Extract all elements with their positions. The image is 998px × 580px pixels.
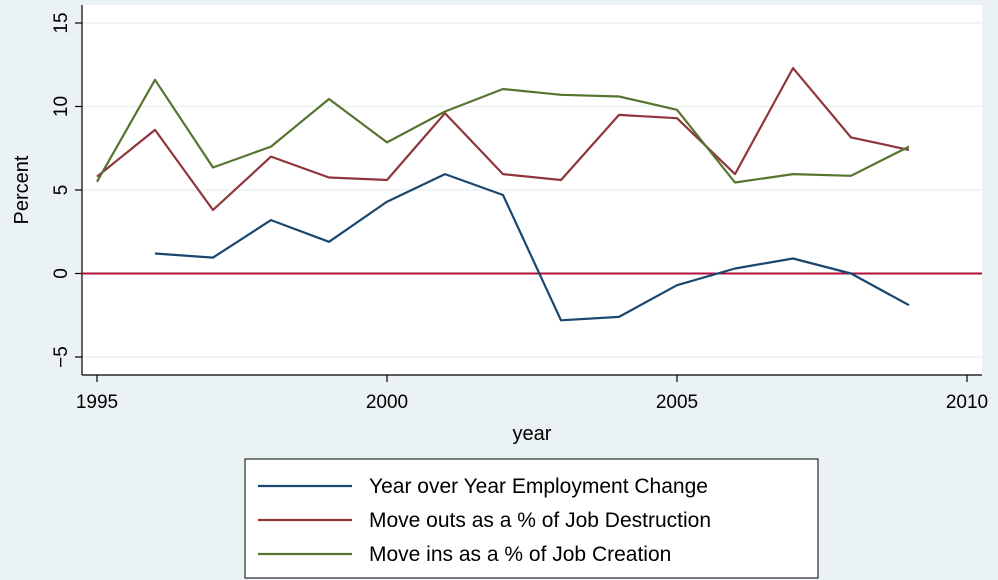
- series-line-2: [96, 67, 910, 212]
- y-tick-label: 10: [51, 96, 72, 117]
- y-tick-label: 5: [51, 185, 72, 196]
- x-tick-label: 1995: [76, 392, 118, 413]
- x-tick-label: 2000: [366, 392, 408, 413]
- legend-box: [244, 458, 819, 579]
- y-axis-title: Percent: [11, 155, 33, 224]
- legend-label: Move ins as a % of Job Creation: [369, 543, 671, 566]
- legend: Year over Year Employment Change Move out…: [244, 458, 819, 579]
- y-tick-label: 15: [51, 12, 72, 33]
- series-lines: [82, 67, 982, 322]
- series-line-1: [154, 173, 910, 322]
- x-axis-title: year: [513, 423, 552, 445]
- legend-label: Year over Year Employment Change: [369, 475, 708, 498]
- y-tick-label: −5: [51, 346, 72, 368]
- gridlines: [82, 22, 982, 358]
- x-tick-label: 2005: [656, 392, 698, 413]
- legend-label: Move outs as a % of Job Destruction: [369, 509, 711, 532]
- y-tick-label: 0: [51, 268, 72, 279]
- series-line-3: [96, 78, 910, 184]
- x-tick-label: 2010: [946, 392, 988, 413]
- axes: −5 0 5 10 15 1995 2000 2005 2010: [51, 5, 988, 413]
